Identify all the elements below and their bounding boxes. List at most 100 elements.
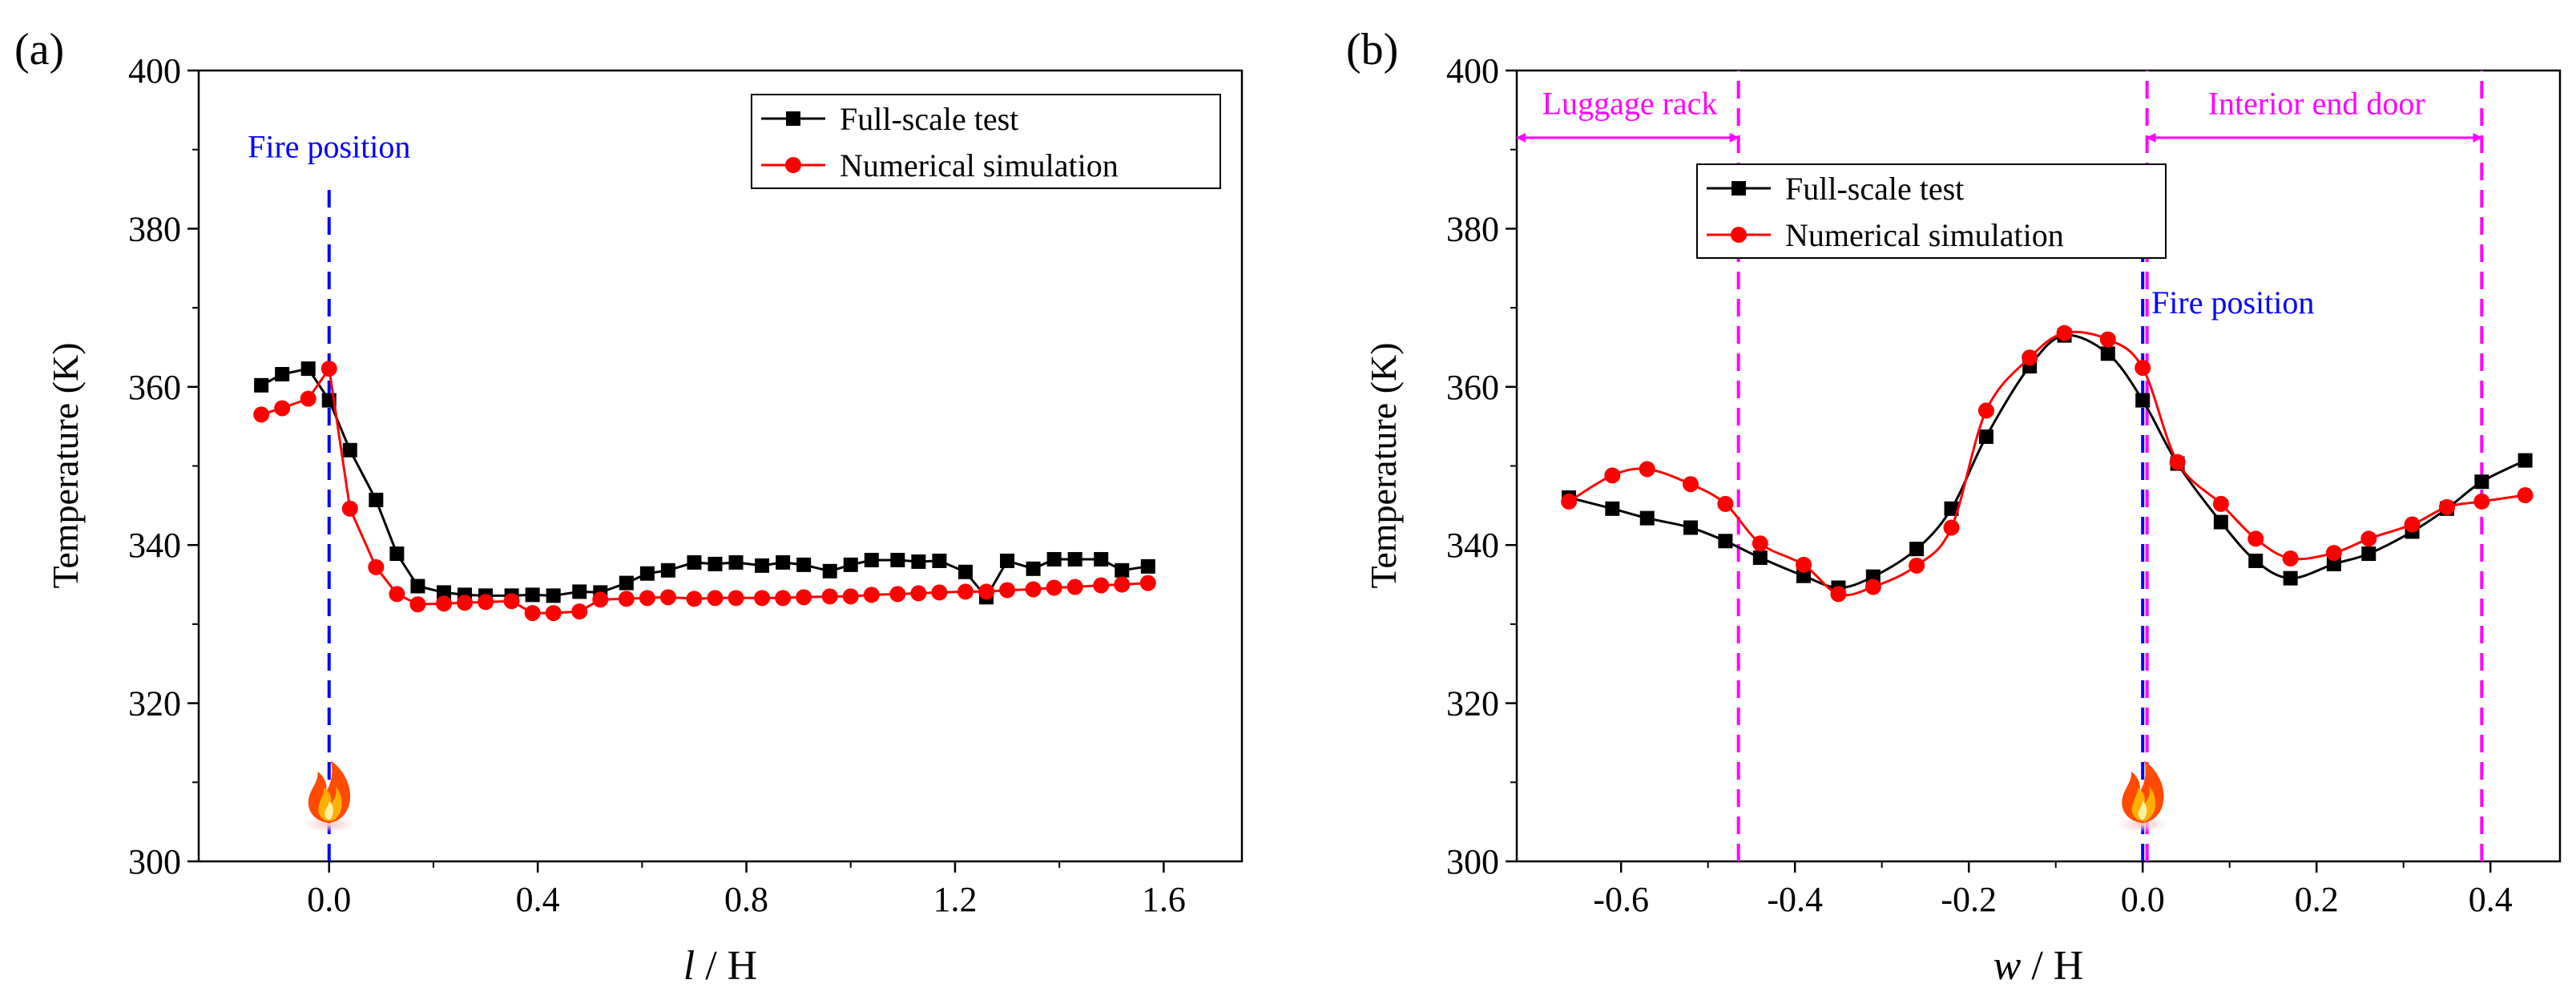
axis-ticks: 0.0 0.4 0.8 1.2 1.6 300 320 340 360 380 400 — [128, 51, 1186, 919]
panel-label: (a) — [14, 25, 64, 75]
data-point — [1140, 558, 1155, 574]
data-series — [1561, 325, 2534, 603]
x-tick-label: -0.2 — [1941, 880, 1997, 919]
data-point — [775, 590, 792, 607]
data-point — [545, 605, 562, 622]
legend-label: Numerical simulation — [840, 147, 1119, 183]
legend-marker — [785, 157, 801, 173]
data-point — [1026, 561, 1041, 576]
data-point — [618, 591, 635, 607]
data-point — [1066, 579, 1083, 595]
data-point — [524, 605, 541, 622]
series-numerical-simulation — [1561, 325, 2534, 603]
data-point — [957, 583, 974, 600]
data-point — [2404, 516, 2421, 533]
data-point — [2247, 530, 2264, 547]
data-point — [478, 594, 494, 611]
legend-box — [751, 94, 1221, 189]
fire-glow — [303, 816, 355, 833]
data-point — [864, 552, 879, 567]
x-tick-label: -0.6 — [1593, 880, 1649, 919]
x-axis-variable: w — [1993, 943, 2022, 989]
data-point — [1718, 534, 1733, 549]
data-point — [2056, 325, 2073, 341]
data-point — [2213, 514, 2228, 530]
data-point — [911, 554, 926, 569]
data-point — [592, 591, 609, 608]
fire-glow — [2117, 816, 2169, 833]
data-point — [2212, 495, 2229, 512]
y-tick-label: 380 — [1446, 209, 1499, 248]
y-tick-label: 320 — [128, 684, 181, 724]
data-point — [457, 595, 474, 611]
legend-marker — [786, 111, 800, 126]
y-tick-label: 400 — [1446, 51, 1499, 91]
x-tick-label: 0.0 — [307, 880, 351, 919]
data-point — [1115, 562, 1130, 578]
data-point — [1114, 576, 1131, 593]
data-point — [2022, 349, 2038, 366]
data-point — [842, 588, 859, 605]
data-point — [639, 566, 655, 581]
y-tick-label: 400 — [128, 51, 181, 91]
data-point — [410, 579, 425, 594]
x-tick-label: 0.2 — [2295, 880, 2339, 919]
x-tick-label: 0.8 — [724, 880, 768, 919]
panel-a: (a) 0.0 0.4 0.8 1.2 1.6 300 320 340 360 380 400 Fi… — [14, 25, 1244, 989]
data-point — [320, 361, 337, 377]
data-point — [435, 595, 452, 612]
data-point — [1717, 495, 1734, 512]
data-point — [931, 584, 948, 601]
data-point — [1604, 467, 1621, 484]
data-point — [2135, 393, 2151, 408]
data-point — [1000, 553, 1015, 568]
data-point — [2099, 331, 2116, 348]
data-point — [2283, 571, 2298, 586]
data-point — [619, 575, 634, 591]
data-point — [1909, 542, 1925, 557]
data-point — [754, 590, 771, 607]
span-label: Interior end door — [2208, 85, 2425, 121]
data-point — [2474, 474, 2489, 490]
data-point — [2325, 545, 2342, 562]
series-line — [260, 365, 1148, 615]
data-point — [525, 587, 540, 603]
data-point — [275, 367, 290, 382]
y-tick-label: 340 — [128, 526, 181, 565]
fire-position-label: Fire position — [2151, 284, 2314, 321]
data-point — [1977, 402, 1994, 419]
data-point — [687, 554, 702, 570]
x-axis-title: l / H — [683, 943, 757, 989]
legend-box — [1696, 163, 2167, 259]
data-point — [436, 585, 451, 600]
data-point — [2248, 553, 2264, 568]
legend-label: Full-scale test — [840, 101, 1018, 137]
data-point — [253, 406, 270, 423]
legend-label: Full-scale test — [1785, 171, 1964, 207]
data-point — [2473, 493, 2490, 510]
fire-core — [325, 800, 334, 820]
data-point — [1796, 568, 1812, 583]
data-point — [728, 554, 744, 570]
data-point — [660, 562, 675, 578]
data-point — [2517, 487, 2534, 504]
fire-icon — [303, 760, 355, 833]
data-point — [1639, 461, 1655, 478]
data-point — [686, 591, 703, 607]
data-point — [2100, 346, 2115, 361]
legend-marker — [1731, 227, 1747, 243]
data-point — [2361, 546, 2376, 562]
series-line — [1568, 333, 2526, 590]
data-point — [2438, 498, 2455, 515]
series-line — [1568, 330, 2526, 597]
y-tick-label: 320 — [1446, 684, 1499, 724]
span-label: Luggage rack — [1542, 85, 1718, 121]
data-point — [300, 361, 316, 377]
data-point — [2169, 454, 2186, 470]
data-point — [1752, 535, 1768, 552]
data-point — [1830, 586, 1847, 603]
data-point — [2360, 530, 2377, 547]
data-point — [1683, 520, 1698, 535]
data-point — [932, 553, 947, 568]
x-tick-label: 1.2 — [933, 880, 977, 919]
